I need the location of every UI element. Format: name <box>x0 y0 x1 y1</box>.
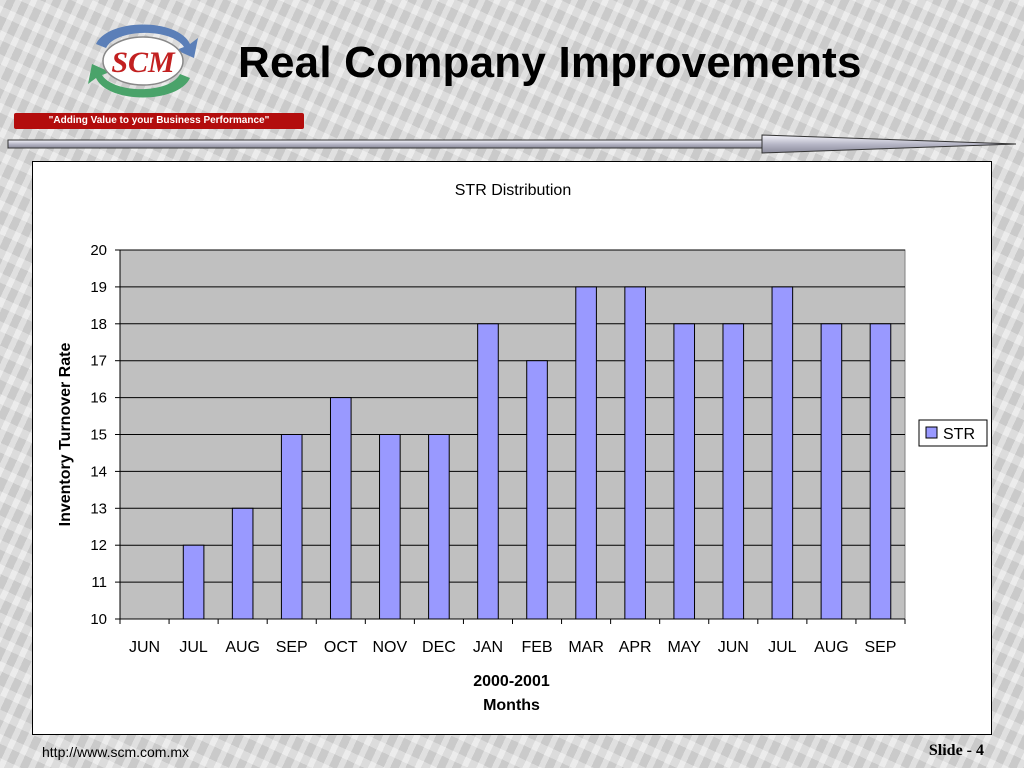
bar-chart: STR Distribution 10 11 12 13 14 15 16 17 18 19 20 JU… <box>57 182 988 714</box>
bar <box>575 286 597 620</box>
bar <box>869 323 892 620</box>
bar <box>428 434 450 620</box>
y-tick-label: 14 <box>90 463 107 480</box>
x-tick-label: JUN <box>718 639 749 656</box>
legend-box <box>918 419 988 447</box>
x-tick-label: OCT <box>324 639 358 656</box>
bar <box>477 323 499 620</box>
y-tick-label: 12 <box>90 537 107 554</box>
x-tick-label: JUL <box>768 639 797 656</box>
bar <box>329 397 352 620</box>
bar <box>231 507 254 620</box>
y-tick-label: 15 <box>90 427 107 444</box>
x-tick-label: FEB <box>521 639 552 656</box>
y-tick-label: 10 <box>90 611 107 628</box>
bar <box>820 323 843 620</box>
logo-arrow-top <box>96 24 198 58</box>
y-axis-label: Inventory Turnover Rate <box>57 343 74 527</box>
page-title: Real Company Improvements <box>238 38 862 87</box>
y-tick-label: 11 <box>91 574 107 591</box>
logo-ellipse <box>102 36 184 86</box>
bar <box>722 323 745 620</box>
x-tick-label: AUG <box>814 639 849 656</box>
legend-label: STR <box>943 426 975 443</box>
x-tick-label: JAN <box>473 639 503 656</box>
x-axis-label-line1: 2000-2001 <box>473 673 550 690</box>
y-tick-label: 19 <box>90 279 107 296</box>
bar <box>673 323 696 620</box>
bar <box>182 544 205 620</box>
x-tick-label: SEP <box>276 639 308 656</box>
chart-frame: STR Distribution 10 11 12 13 14 15 16 17 18 19 20 JU… <box>32 161 992 735</box>
logo-arrow-bottom <box>88 64 190 98</box>
bar <box>280 434 303 620</box>
y-tick-label: 18 <box>90 316 107 333</box>
x-tick-label: NOV <box>373 639 408 656</box>
tagline: "Adding Value to your Business Performan… <box>14 113 304 129</box>
y-tick-label: 17 <box>90 353 107 370</box>
bar <box>526 360 548 620</box>
slide-number: Slide - 4 <box>928 742 984 759</box>
y-tick-label: 13 <box>90 500 107 517</box>
y-tick-label: 16 <box>90 390 107 407</box>
header-divider-arrow <box>7 134 1017 154</box>
x-tick-label: APR <box>619 639 652 656</box>
x-tick-label: DEC <box>422 639 456 656</box>
bar <box>624 286 646 620</box>
x-tick-label: JUL <box>179 639 208 656</box>
y-tick-label: 20 <box>90 242 107 259</box>
x-tick-label: SEP <box>864 639 896 656</box>
chart-title: STR Distribution <box>455 182 571 199</box>
bar <box>379 434 401 620</box>
x-axis-label-line2: Months <box>483 697 540 714</box>
scm-logo: SCM <box>88 24 198 98</box>
logo-text: SCM <box>111 46 176 79</box>
bar <box>771 286 794 620</box>
x-tick-label: MAY <box>667 639 701 656</box>
footer-url[interactable]: http://www.scm.com.mx <box>42 744 190 760</box>
legend-swatch <box>925 426 938 439</box>
x-tick-label: AUG <box>225 639 260 656</box>
x-tick-label: JUN <box>129 639 160 656</box>
x-tick-label: MAR <box>568 639 604 656</box>
